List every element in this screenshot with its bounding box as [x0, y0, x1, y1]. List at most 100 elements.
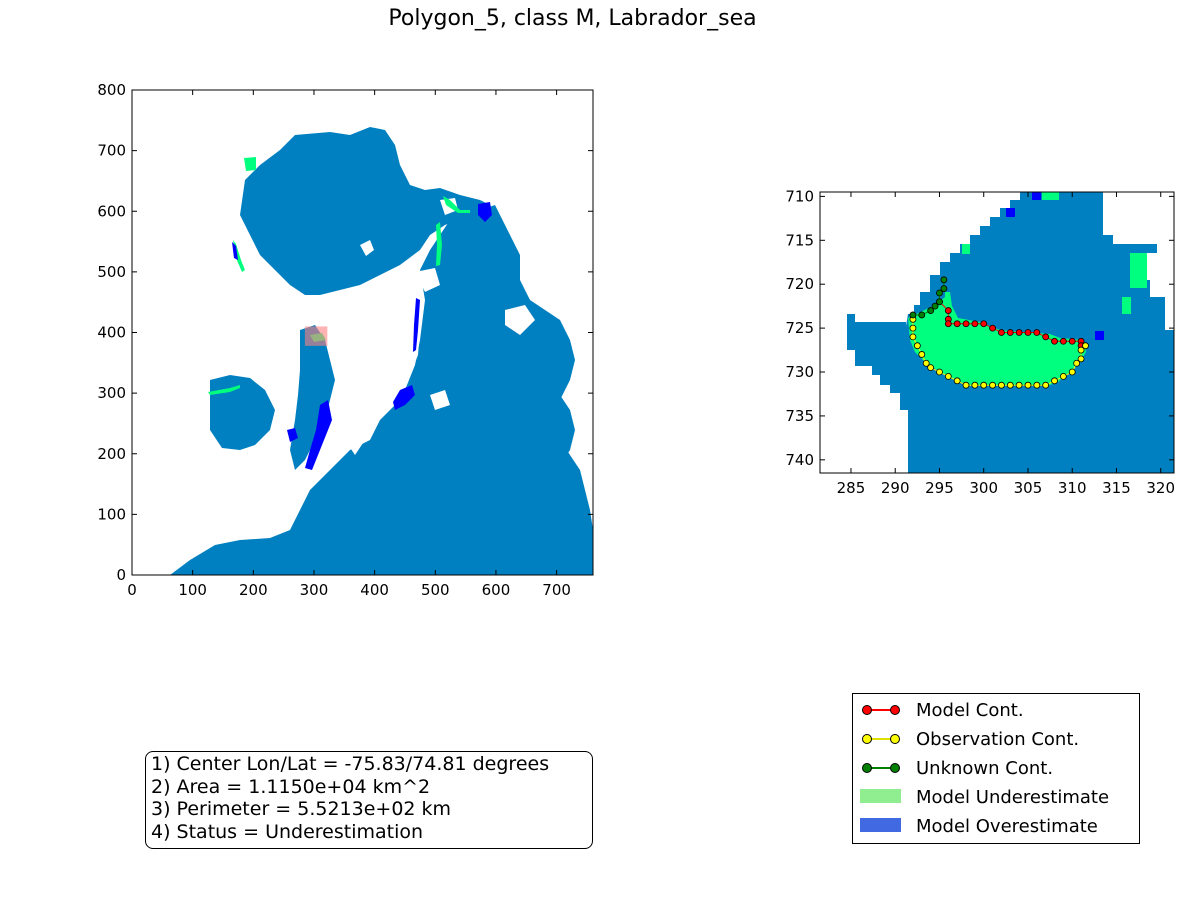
contour-point	[909, 333, 917, 341]
y-tick-label: 735	[785, 407, 814, 425]
contour-point	[1033, 329, 1041, 336]
contour-point	[927, 307, 935, 314]
contour-point	[980, 320, 988, 328]
contour-point	[940, 285, 948, 292]
underestimate-patch-5	[208, 385, 240, 395]
info-area: 2) Area = 1.1150e+04 km^2	[151, 775, 431, 798]
overestimate-patch-3	[413, 298, 420, 352]
overestimate-patch-4	[305, 400, 332, 470]
overestimate-patch-2	[232, 242, 238, 260]
x-tick-label: 200	[239, 581, 268, 599]
contour-point	[1015, 329, 1023, 336]
island-land-4	[505, 305, 535, 335]
contour-point	[962, 320, 970, 328]
x-tick-label: 400	[360, 581, 389, 599]
contour-point	[944, 373, 952, 380]
contour-point	[998, 329, 1005, 336]
contour-point	[1015, 381, 1023, 389]
overview-map-cells	[170, 127, 593, 575]
east-region	[420, 380, 575, 470]
legend-label: Unknown Cont.	[916, 758, 1054, 779]
legend-label: Model Underestimate	[916, 787, 1110, 808]
underestimate-patch-swatch	[860, 789, 901, 803]
contour-point	[922, 359, 930, 367]
legend-item-model-overestimate: Model Overestimate	[853, 812, 1139, 840]
contour-point	[1068, 337, 1076, 345]
overestimate-patch-swatch	[860, 818, 901, 832]
legend: Model Cont. Observation Cont. Unknown Co…	[852, 693, 1140, 844]
greenland-land	[333, 290, 420, 455]
y-tick-label: 720	[785, 275, 814, 293]
y-tick-label: 715	[785, 231, 814, 249]
polygon-info-box: 1) Center Lon/Lat = -75.83/74.81 degrees…	[145, 751, 593, 849]
y-tick-label: 300	[97, 384, 126, 402]
zoom-overestimate-cell-3	[1095, 331, 1104, 340]
x-tick-label: 0	[127, 581, 137, 599]
contour-point	[1077, 346, 1085, 354]
underestimate-patch-4	[443, 196, 470, 213]
contour-point	[1051, 337, 1058, 345]
model-cont-line-swatch	[866, 709, 894, 711]
x-tick-label: 310	[1058, 479, 1087, 497]
contour-point	[931, 302, 939, 310]
contour-point	[989, 324, 996, 332]
x-tick-label: 305	[1014, 479, 1043, 497]
info-perimeter: 3) Perimeter = 5.5213e+02 km	[151, 798, 452, 820]
model-cont-marker-icon	[890, 705, 900, 715]
contour-point	[918, 311, 926, 319]
zoom-y-axis: 710 715 720 725 730 735 740	[785, 187, 1174, 469]
contour-point	[989, 381, 996, 389]
x-tick-label: 500	[421, 581, 450, 599]
island-land-1	[360, 240, 374, 256]
contour-point	[940, 276, 948, 284]
contour-point	[962, 381, 970, 389]
overview-y-axis: 0 100 200 300 400 500 600 700 800	[97, 81, 593, 584]
zoom-map-frame	[819, 191, 1175, 474]
unknown-cont-marker-icon	[890, 763, 900, 773]
model-cont-marker-icon	[862, 705, 872, 715]
underestimate-patch-1	[244, 157, 256, 171]
arctic-ocean-region	[240, 127, 490, 295]
x-tick-label: 100	[178, 581, 207, 599]
observation-cont-marker-icon	[862, 734, 872, 744]
contour-point	[1006, 381, 1014, 389]
y-tick-label: 500	[97, 263, 126, 281]
contour-point	[913, 342, 921, 350]
contour-point	[1059, 337, 1067, 345]
x-tick-label: 300	[969, 479, 998, 497]
y-tick-label: 730	[785, 363, 814, 381]
overestimate-patch-1	[478, 202, 492, 222]
info-status: 4) Status = Underestimation	[151, 820, 424, 843]
legend-item-model-underestimate: Model Underestimate	[853, 783, 1139, 811]
zoom-x-axis: 285 290 295 300 305 310 315 320	[837, 192, 1175, 497]
unknown-cont-line-swatch	[866, 767, 894, 769]
observation-cont-line-swatch	[866, 738, 894, 740]
y-tick-label: 400	[97, 324, 126, 342]
y-tick-label: 710	[785, 187, 814, 205]
y-tick-label: 700	[97, 142, 126, 160]
highlight-region-box	[304, 326, 328, 346]
contour-point	[1024, 381, 1032, 389]
contour-point	[909, 324, 917, 332]
contour-point	[927, 364, 935, 372]
y-tick-label: 740	[785, 451, 814, 469]
x-tick-label: 285	[837, 479, 866, 497]
baffin-region	[290, 325, 335, 470]
contour-point	[1051, 377, 1058, 385]
overview-x-axis: 0 100 200 300 400 500 600 700	[127, 90, 571, 599]
contour-point	[971, 320, 979, 328]
contour-point	[1082, 342, 1089, 350]
legend-item-observation-cont: Observation Cont.	[853, 725, 1139, 753]
island-land-2	[415, 268, 440, 292]
contour-point	[953, 320, 961, 328]
zoom-underestimate-cell-3	[1130, 253, 1147, 288]
contour-point	[1059, 373, 1067, 380]
contour-point	[1073, 359, 1081, 367]
info-center-lonlat: 1) Center Lon/Lat = -75.83/74.81 degrees	[151, 753, 550, 775]
legend-item-model-cont: Model Cont.	[853, 696, 1139, 724]
contour-point	[1024, 329, 1032, 336]
contour-point	[953, 377, 961, 385]
island-land-3	[430, 390, 450, 410]
zoom-underestimate-polygon	[908, 292, 1086, 385]
